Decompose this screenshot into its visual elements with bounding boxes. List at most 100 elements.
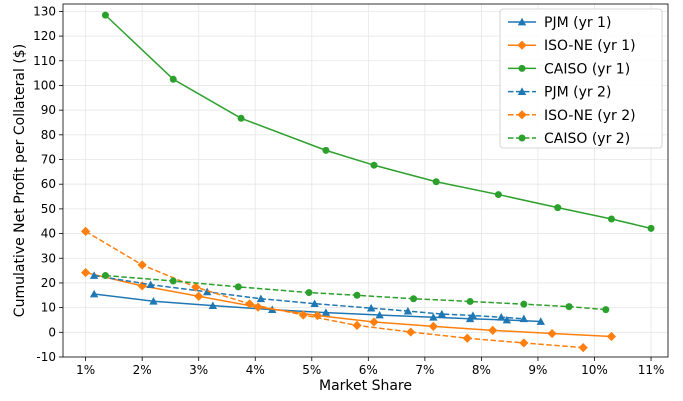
data-point	[375, 310, 384, 319]
data-point	[310, 299, 319, 308]
data-point	[519, 314, 529, 323]
series-2	[101, 11, 655, 232]
legend-entry: PJM (yr 2)	[508, 85, 611, 101]
x-tick-label: 2%	[133, 363, 152, 377]
data-point	[89, 289, 99, 298]
data-point	[353, 291, 361, 299]
data-point	[565, 303, 573, 311]
y-tick-label: 50	[41, 202, 56, 216]
data-point	[81, 226, 91, 236]
data-point	[466, 297, 474, 305]
x-tick-label: 7%	[415, 363, 434, 377]
y-tick-label: 60	[41, 177, 56, 191]
x-tick-label: 10%	[581, 363, 608, 377]
plot-frame	[62, 3, 669, 358]
data-point	[428, 321, 438, 331]
y-tick-label: 90	[41, 103, 56, 117]
data-point	[406, 327, 416, 337]
x-axis-label: Market Share	[319, 378, 412, 394]
x-tick-label: 8%	[472, 363, 491, 377]
y-tick-label: 100	[33, 78, 56, 92]
x-tick-label: 6%	[359, 363, 378, 377]
data-point	[244, 299, 255, 309]
series-4	[81, 226, 588, 353]
data-point	[370, 161, 378, 169]
data-point	[647, 224, 655, 232]
data-point	[256, 294, 266, 303]
data-point	[536, 317, 545, 325]
axis-ticks: 1% 2% 3% 4% 5% 6% 7% 8% 9% 10% 11% -10 0 10 20 30 40 50 60…	[33, 4, 664, 377]
series-layer	[81, 11, 655, 353]
x-tick-label: 1%	[76, 363, 95, 377]
data-point	[352, 320, 362, 331]
y-tick-label: 10	[41, 301, 56, 315]
legend: PJM (yr 1) ISO-NE (yr 1) CAISO (yr 1) PJM (…	[499, 8, 663, 149]
legend-entry: ISO-NE (yr 1)	[508, 38, 636, 54]
legend-label: ISO-NE (yr 1)	[544, 38, 636, 54]
data-point	[89, 271, 99, 279]
data-point	[520, 300, 528, 308]
y-tick-label: 110	[33, 54, 56, 68]
data-point	[519, 338, 529, 348]
series-5	[101, 272, 610, 314]
data-point	[488, 325, 498, 335]
data-point	[602, 306, 610, 314]
legend-entry: CAISO (yr 1)	[508, 61, 630, 77]
y-tick-label: 0	[48, 325, 56, 339]
legend-marker	[517, 40, 527, 50]
data-point	[554, 204, 562, 212]
series-1	[81, 267, 617, 342]
legend-label: CAISO (yr 1)	[544, 61, 630, 77]
data-point	[101, 11, 109, 19]
data-point	[305, 289, 313, 297]
y-tick-label: 130	[33, 4, 56, 18]
y-tick-label: -10	[36, 350, 56, 364]
data-point	[410, 295, 418, 303]
series-line	[105, 274, 606, 311]
x-tick-label: 4%	[246, 363, 265, 377]
data-point	[137, 260, 147, 270]
data-point	[462, 333, 472, 343]
data-point	[202, 287, 212, 296]
legend-label: PJM (yr 2)	[544, 85, 611, 101]
data-point	[169, 277, 177, 285]
data-point	[234, 283, 242, 291]
data-point	[429, 313, 438, 321]
data-point	[366, 303, 376, 312]
data-point	[237, 114, 245, 122]
legend-marker	[518, 134, 526, 142]
data-point	[169, 75, 177, 83]
x-tick-label: 11%	[638, 363, 665, 377]
legend-entry: ISO-NE (yr 2)	[508, 108, 636, 124]
series-line	[94, 293, 541, 323]
legend-box	[499, 8, 663, 149]
data-point	[607, 215, 615, 223]
data-point	[321, 308, 331, 316]
data-point	[494, 191, 502, 199]
legend-label: ISO-NE (yr 2)	[544, 108, 636, 124]
data-point	[81, 267, 91, 278]
series-line	[104, 14, 652, 230]
y-axis-label: Cumulative Net Profit per Collateral ($)	[12, 44, 28, 317]
data-point	[312, 310, 323, 321]
data-point	[497, 313, 506, 321]
data-point	[194, 291, 204, 301]
data-point	[606, 331, 617, 342]
data-point	[502, 315, 512, 324]
legend-marker	[517, 110, 527, 120]
data-point	[208, 301, 218, 310]
data-point	[101, 272, 109, 280]
y-tick-label: 30	[41, 251, 56, 265]
data-point	[146, 280, 155, 289]
data-point	[468, 311, 478, 319]
legend-marker	[517, 17, 527, 26]
x-tick-label: 9%	[528, 363, 547, 377]
data-point	[403, 306, 413, 315]
series-line	[85, 230, 584, 349]
y-tick-label: 40	[41, 227, 56, 241]
legend-marker	[518, 64, 526, 72]
data-point	[149, 297, 158, 305]
y-tick-label: 120	[33, 29, 56, 43]
legend-label: CAISO (yr 2)	[544, 131, 630, 147]
